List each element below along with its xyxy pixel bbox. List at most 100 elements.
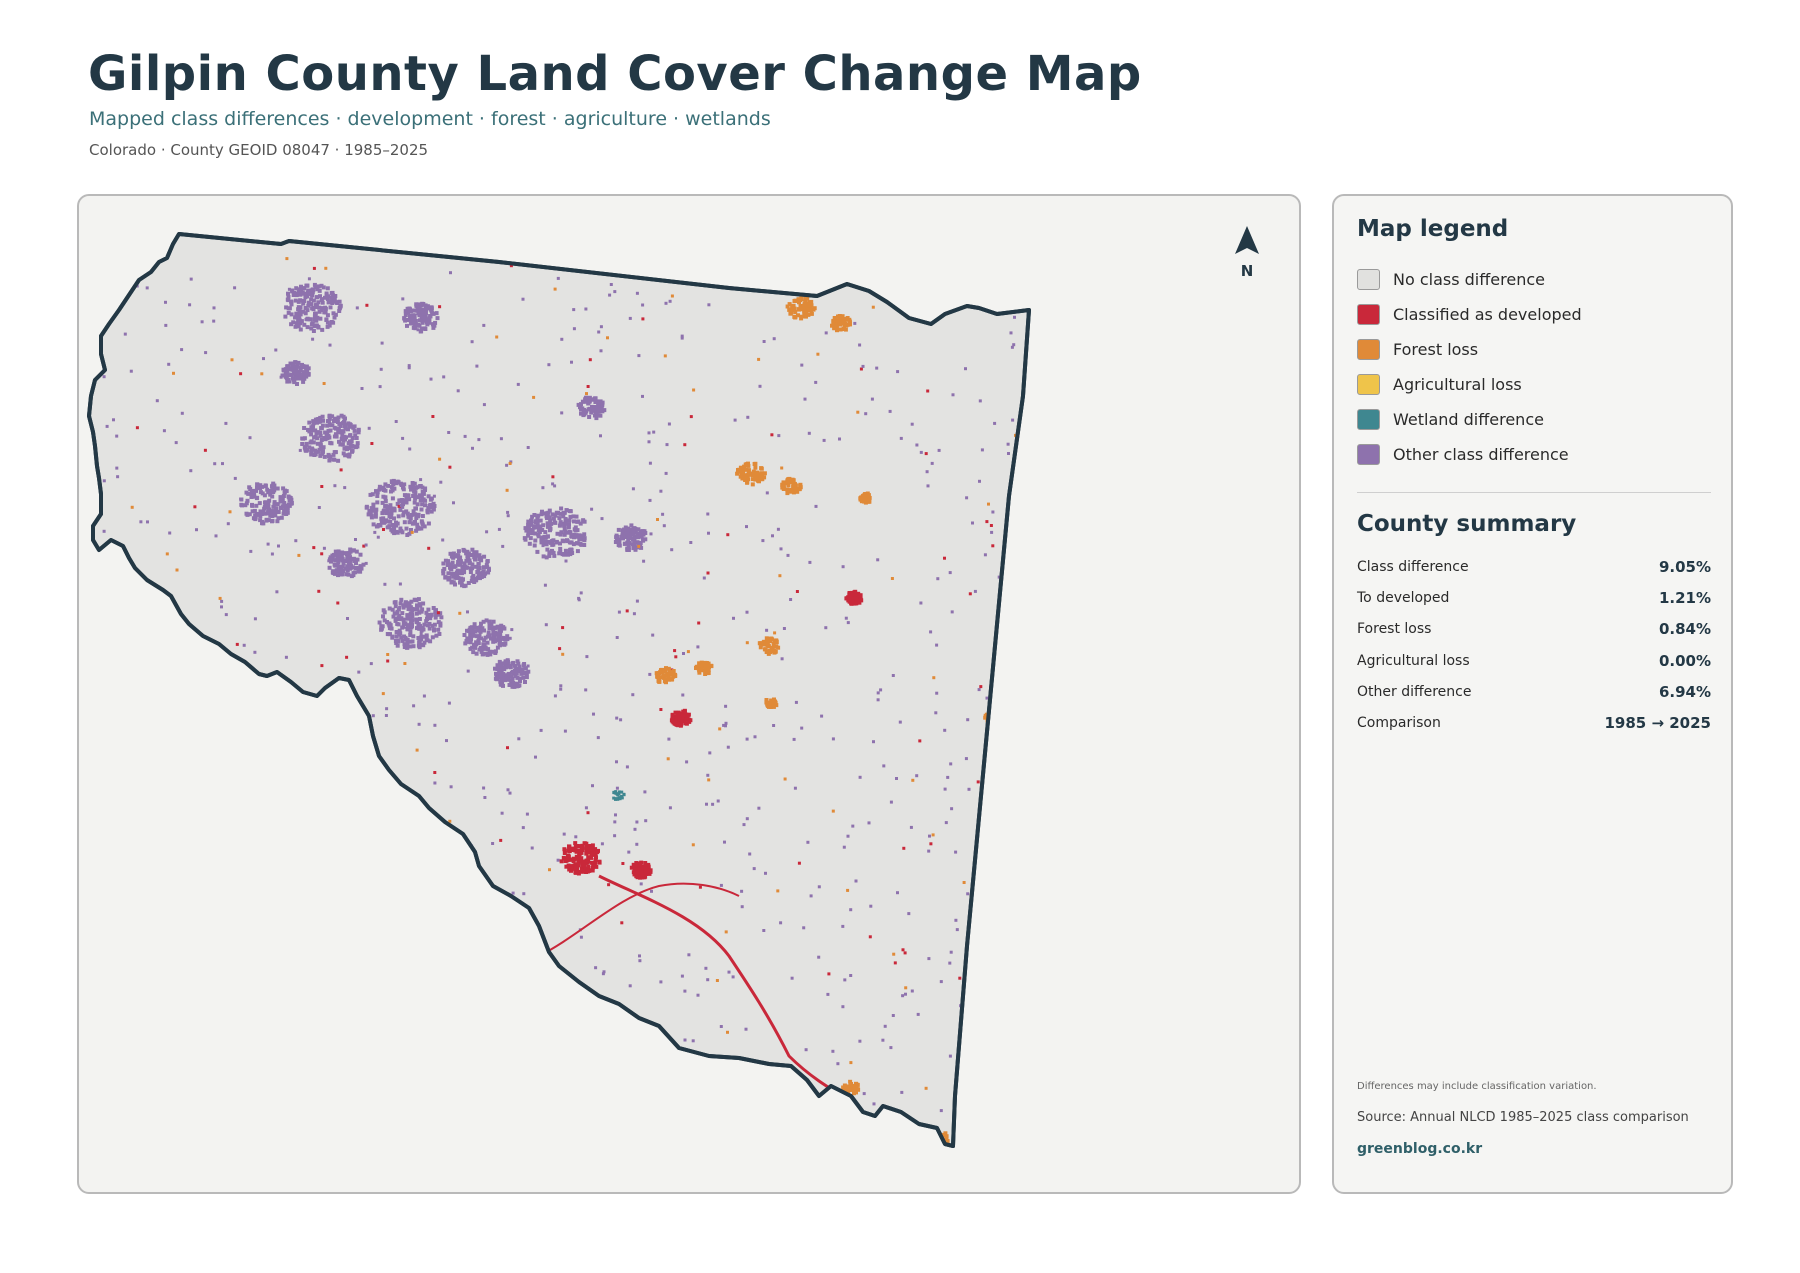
change-pixel	[787, 479, 792, 484]
change-pixel	[979, 1007, 984, 1011]
change-pixel	[336, 549, 341, 554]
map-panel[interactable]: N	[77, 194, 1301, 1194]
change-pixel	[566, 1089, 570, 1093]
change-pixel	[527, 541, 532, 546]
change-pixel	[936, 1138, 941, 1143]
change-pixel	[927, 849, 931, 853]
change-pixel	[613, 820, 617, 824]
change-pixel	[495, 645, 500, 650]
change-pixel	[385, 620, 389, 624]
change-pixel	[967, 787, 971, 791]
change-pixel	[216, 864, 220, 868]
change-pixel	[593, 413, 597, 418]
change-pixel	[417, 638, 422, 643]
change-pixel	[311, 897, 315, 901]
change-pixel	[817, 955, 821, 959]
change-pixel	[419, 478, 423, 482]
change-pixel	[708, 751, 712, 755]
change-pixel	[915, 443, 919, 447]
change-pixel	[832, 326, 837, 331]
change-pixel	[612, 1082, 616, 1086]
change-pixel	[453, 582, 457, 587]
change-pixel	[626, 528, 631, 533]
change-pixel	[463, 641, 468, 646]
change-pixel	[125, 1110, 129, 1114]
change-pixel	[112, 418, 115, 422]
change-pixel	[433, 771, 437, 774]
change-pixel	[407, 308, 412, 313]
change-pixel	[803, 313, 808, 318]
change-pixel	[965, 496, 969, 500]
change-pixel	[266, 503, 271, 508]
change-pixel	[358, 1050, 362, 1054]
change-pixel	[683, 443, 687, 447]
change-pixel	[553, 513, 558, 518]
change-pixel	[656, 678, 661, 683]
change-pixel	[944, 821, 948, 825]
change-pixel	[406, 607, 411, 611]
change-pixel	[350, 436, 355, 440]
change-pixel	[378, 985, 382, 989]
change-pixel	[445, 739, 448, 743]
change-pixel	[798, 483, 803, 488]
change-pixel	[547, 363, 551, 367]
change-pixel	[431, 325, 436, 330]
change-pixel	[434, 633, 439, 638]
change-pixel	[670, 548, 674, 552]
change-pixel	[673, 720, 678, 725]
change-pixel	[411, 509, 416, 514]
change-pixel	[390, 607, 395, 612]
change-pixel	[414, 611, 419, 616]
change-pixel	[472, 555, 477, 560]
change-pixel	[408, 633, 413, 637]
change-pixel	[485, 652, 490, 657]
change-pixel	[417, 313, 422, 318]
change-pixel	[268, 750, 272, 754]
change-pixel	[472, 622, 477, 627]
change-pixel	[782, 627, 786, 630]
change-pixel	[508, 462, 512, 465]
change-pixel	[943, 556, 946, 560]
change-pixel	[637, 544, 641, 548]
change-pixel	[716, 799, 720, 803]
county-map[interactable]: N	[79, 196, 1301, 1194]
change-pixel	[445, 563, 450, 567]
change-pixel	[774, 256, 778, 260]
change-pixel	[474, 550, 479, 555]
change-pixel	[608, 293, 612, 297]
change-pixel	[312, 282, 317, 287]
change-pixel	[570, 360, 573, 364]
change-pixel	[577, 537, 582, 542]
change-pixel	[456, 560, 461, 564]
change-pixel	[1002, 655, 1006, 658]
change-pixel	[572, 308, 576, 312]
change-pixel	[898, 720, 902, 724]
change-pixel	[1020, 568, 1025, 573]
change-pixel	[609, 283, 613, 286]
change-pixel	[331, 320, 336, 325]
change-pixel	[331, 311, 336, 316]
change-pixel	[868, 260, 872, 264]
change-pixel	[841, 924, 845, 928]
change-pixel	[584, 806, 588, 810]
change-pixel	[245, 766, 249, 770]
change-pixel	[407, 315, 412, 319]
change-pixel	[484, 563, 489, 568]
site-link[interactable]: greenblog.co.kr	[1357, 1141, 1483, 1157]
change-pixel	[116, 597, 120, 601]
change-pixel	[353, 566, 358, 570]
change-pixel	[706, 512, 710, 516]
change-pixel	[146, 960, 150, 964]
change-pixel	[125, 681, 129, 685]
change-pixel	[615, 786, 619, 790]
change-pixel	[646, 864, 651, 869]
change-pixel	[795, 590, 799, 593]
change-pixel	[876, 691, 880, 695]
change-pixel	[901, 994, 905, 998]
change-pixel	[994, 715, 999, 720]
change-pixel	[448, 566, 453, 571]
change-pixel	[448, 465, 452, 469]
change-pixel	[219, 704, 223, 708]
change-pixel	[983, 1005, 988, 1010]
change-pixel	[1015, 573, 1020, 578]
